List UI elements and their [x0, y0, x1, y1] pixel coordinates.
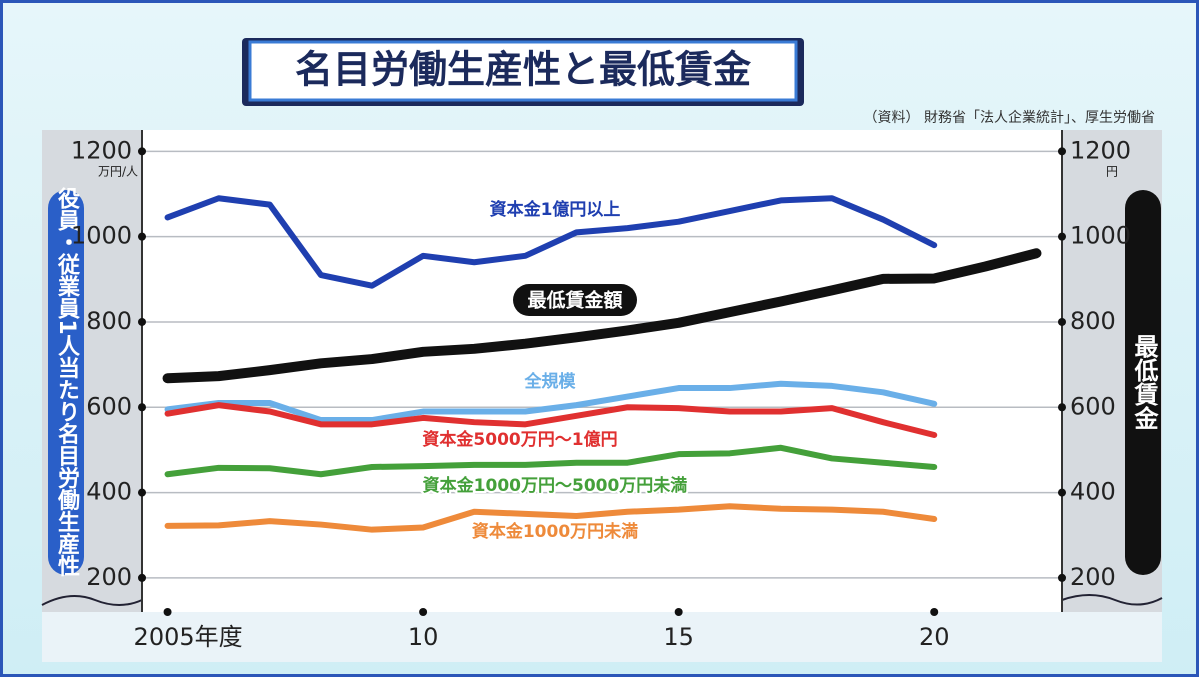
x-tick [930, 608, 939, 616]
x-axis-strip [42, 612, 1162, 662]
x-tick-label: 2005年度 [134, 623, 243, 651]
y2-tick-label: 1200 [1070, 136, 1131, 164]
y-tick [138, 317, 146, 326]
series-label-pill [513, 284, 637, 316]
y-axis-label: 役員・従業員1人当たり名目労働生産性 [54, 187, 81, 577]
y2-tick-label: 200 [1070, 563, 1116, 591]
y-label-pill [48, 190, 84, 575]
y2-tick [1058, 147, 1066, 156]
y-tick-label: 800 [86, 307, 132, 335]
y-tick [138, 147, 146, 156]
y2-tick [1058, 403, 1066, 412]
y2-tick-label: 400 [1070, 478, 1116, 506]
y-tick [138, 573, 146, 582]
series-line [164, 444, 938, 478]
x-tick [163, 608, 172, 616]
y2-tick [1058, 488, 1066, 497]
x-tick-label: 15 [663, 623, 694, 651]
y2-tick [1058, 317, 1066, 326]
y2-label-pill [1125, 190, 1161, 575]
y2-tick [1058, 573, 1066, 582]
y2-axis-label: 最低賃金 [1130, 334, 1159, 430]
x-tick-label: 20 [919, 623, 950, 651]
y-tick-label: 1000 [71, 222, 132, 250]
chart-title: 名目労働生産性と最低賃金 [295, 48, 752, 92]
y2-tick-label: 800 [1070, 307, 1116, 335]
y-axis-unit: 万円/人 [98, 165, 138, 179]
series-line [162, 248, 1042, 384]
series-line [164, 503, 938, 533]
y-tick [138, 488, 146, 497]
series-label: 資本金1億円以上 [490, 199, 621, 220]
series-label: 資本金1000万円～5000万円未満 [423, 475, 688, 496]
y-tick-label: 400 [86, 478, 132, 506]
y-tick [138, 232, 146, 241]
y2-axis-unit: 円 [1106, 165, 1118, 179]
axis-break [41, 595, 143, 606]
series-label: 資本金1000万円未満 [472, 521, 638, 542]
series-label: 最低賃金額 [527, 289, 622, 312]
y-tick-label: 1200 [71, 136, 132, 164]
y-tick-label: 600 [86, 392, 132, 420]
series-line [164, 195, 938, 289]
y2-tick [1058, 232, 1066, 241]
title-box [248, 40, 798, 102]
series-label: 資本金5000万円～1億円 [422, 429, 617, 450]
x-tick [674, 608, 683, 616]
x-tick-label: 10 [408, 623, 439, 651]
y-tick-label: 200 [86, 563, 132, 591]
series-label: 全規模 [524, 371, 577, 392]
x-tick [419, 608, 428, 616]
series-line [164, 380, 938, 424]
y2-tick-label: 1000 [1070, 222, 1131, 250]
series-line [164, 402, 938, 438]
y-tick [138, 403, 146, 412]
source-note: （資料） 財務省「法人企業統計」、厚生労働省 [864, 109, 1155, 126]
axis-break [1061, 594, 1163, 606]
y2-tick-label: 600 [1070, 392, 1116, 420]
